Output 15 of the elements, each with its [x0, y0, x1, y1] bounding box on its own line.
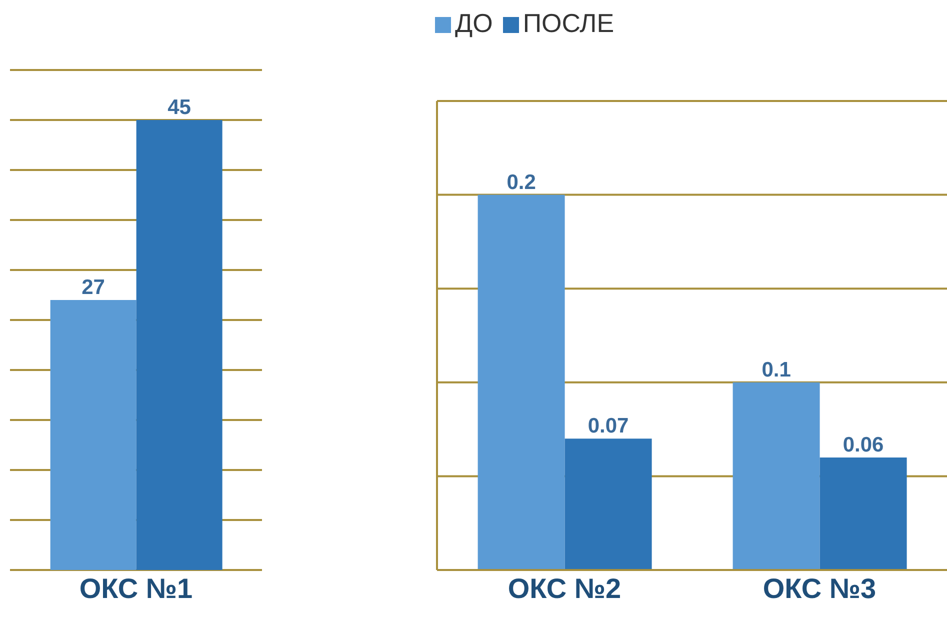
data-label: 27 — [82, 276, 105, 299]
x-tick-label: ОКС №3 — [762, 572, 876, 604]
x-tick-label: ОКС №2 — [508, 572, 622, 604]
legend-label: ДО — [455, 8, 493, 38]
data-label: 0.1 — [762, 358, 792, 382]
data-label: 0.2 — [506, 170, 536, 194]
bar — [564, 438, 652, 570]
x-tick-label: ОКС №1 — [79, 572, 193, 604]
data-label: 0.07 — [588, 414, 629, 438]
data-label: 0.06 — [842, 433, 884, 456]
bar — [478, 194, 565, 570]
legend-label: ПОСЛЕ — [522, 8, 614, 38]
bar — [820, 457, 907, 570]
data-label: 45 — [168, 96, 192, 119]
bar — [732, 382, 820, 570]
